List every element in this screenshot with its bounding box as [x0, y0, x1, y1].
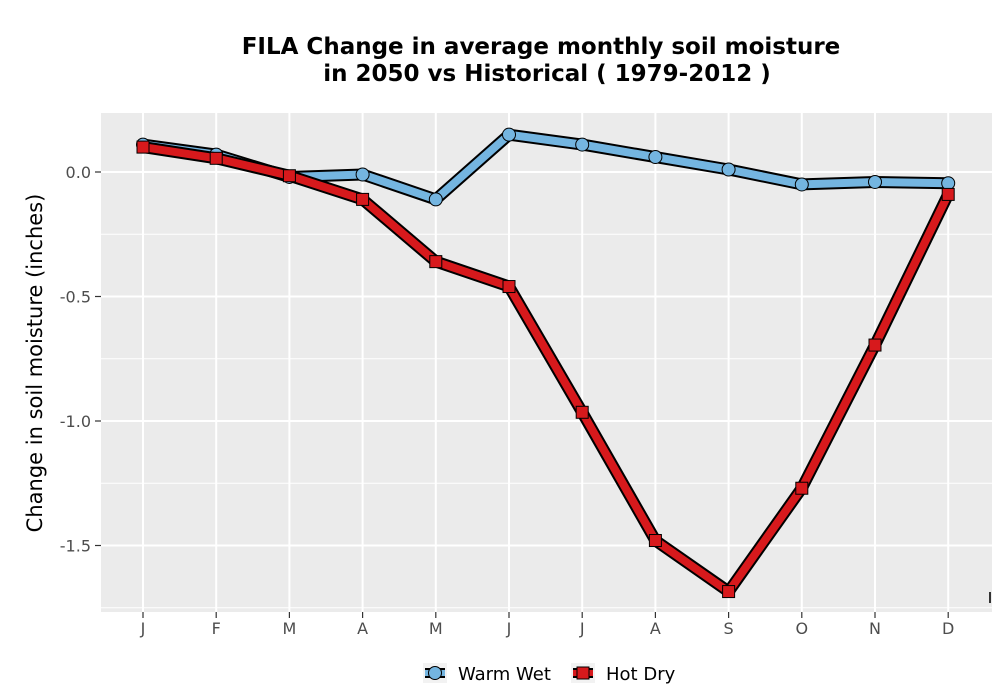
data-point: [502, 127, 516, 142]
data-point: [428, 192, 443, 207]
series-layer: [136, 127, 956, 599]
data-point: [282, 169, 296, 183]
data-point: [502, 280, 516, 294]
x-tick-label: M: [282, 619, 296, 638]
data-point: [209, 151, 223, 165]
x-tick-label: M: [429, 619, 443, 638]
y-tick-label: 0.0: [66, 163, 91, 182]
legend-item-hot-dry: Hot Dry: [571, 663, 676, 685]
data-point: [648, 150, 663, 165]
legend-item-warm-wet: Warm Wet: [423, 663, 551, 685]
data-point: [941, 187, 955, 201]
data-point: [868, 338, 882, 352]
legend-label: Warm Wet: [458, 664, 551, 685]
grid-major-lines: [101, 113, 992, 612]
data-point: [575, 137, 590, 152]
data-point: [356, 192, 370, 206]
chart-title-line-2: in 2050 vs Historical ( 1979-2012 ): [323, 61, 770, 87]
data-point: [429, 255, 443, 269]
series-line: [139, 143, 953, 596]
legend-label: Hot Dry: [606, 664, 676, 685]
legend: Warm Wet Hot Dry: [423, 663, 676, 685]
x-tick-label: J: [506, 619, 512, 638]
x-tick-label: S: [724, 619, 734, 638]
data-point: [721, 162, 736, 177]
x-tick-label: O: [796, 619, 809, 638]
series-hot-dry: [136, 140, 955, 599]
x-tick-label: F: [212, 619, 221, 638]
legend-key-marker: [576, 666, 590, 680]
y-axis-ticks: 0.0 -0.5 -1.0 -1.5: [60, 163, 101, 556]
x-tick-label: J: [579, 619, 585, 638]
y-tick-label: -1.5: [60, 537, 91, 556]
data-point: [648, 534, 662, 548]
y-axis-label: Change in soil moisture (inches): [23, 194, 47, 533]
y-tick-label: -0.5: [60, 288, 91, 307]
y-tick-label: -1.0: [60, 412, 91, 431]
data-point: [794, 177, 809, 192]
x-tick-label: A: [650, 619, 661, 638]
legend-key-marker: [428, 666, 442, 680]
data-point: [722, 585, 736, 599]
x-tick-label: A: [357, 619, 368, 638]
x-tick-label: J: [140, 619, 146, 638]
data-point: [575, 405, 589, 419]
x-tick-label: N: [869, 619, 881, 638]
data-point: [941, 176, 956, 191]
data-point: [355, 167, 370, 182]
data-point: [868, 174, 882, 189]
data-point: [136, 140, 150, 154]
data-point: [795, 481, 809, 495]
x-tick-label: D: [942, 619, 954, 638]
chart-title-line-1: FILA Change in average monthly soil mois…: [242, 34, 841, 60]
